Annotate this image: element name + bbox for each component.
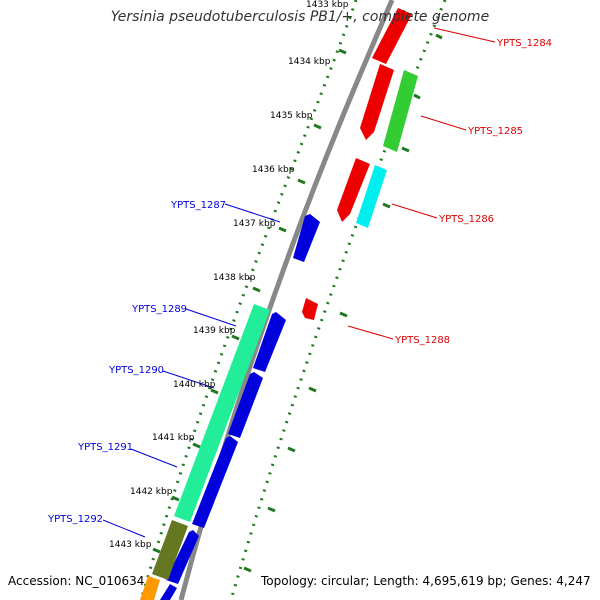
leader-ypts-1288 bbox=[347, 325, 394, 340]
inner-tick-ring bbox=[139, 0, 358, 600]
leader-ypts-1287 bbox=[224, 203, 281, 223]
kbp-label: 1436 kbp bbox=[252, 165, 295, 175]
outer-major-ticks bbox=[243, 33, 443, 573]
kbp-label: 1435 kbp bbox=[270, 111, 313, 121]
gene-labels-forward: YPTS_1284 YPTS_1285 YPTS_1286 YPTS_1288 bbox=[394, 38, 552, 346]
cog-ring-inner bbox=[140, 304, 270, 600]
gene-arrow-ypts-1286 bbox=[337, 158, 370, 222]
cog-block-green bbox=[383, 70, 418, 152]
cog-block-cyan bbox=[356, 165, 387, 228]
kbp-label: 1437 kbp bbox=[233, 219, 276, 229]
gene-label: YPTS_1289 bbox=[131, 304, 187, 315]
genome-backbone bbox=[178, 0, 395, 600]
gene-label: YPTS_1292 bbox=[47, 514, 103, 525]
leader-ypts-1285 bbox=[420, 115, 467, 131]
gene-label: YPTS_1291 bbox=[77, 442, 133, 453]
accession-text: Accession: NC_010634 bbox=[8, 574, 145, 588]
gene-arrow-ypts-1289 bbox=[253, 312, 286, 372]
kbp-label: 1434 kbp bbox=[288, 57, 331, 67]
cog-block-orange bbox=[140, 576, 160, 600]
gene-label: YPTS_1285 bbox=[467, 126, 523, 137]
gene-arrow-ypts-1292 bbox=[166, 530, 199, 584]
leader-ypts-1289 bbox=[185, 308, 237, 327]
gene-arrow-ypts-1285 bbox=[360, 64, 394, 140]
leader-ypts-1284 bbox=[433, 27, 496, 43]
kbp-label: 1442 kbp bbox=[130, 487, 173, 497]
cog-ring-outer bbox=[356, 70, 418, 228]
gene-arrow-ypts-1291 bbox=[192, 436, 238, 528]
kbp-label: 1439 kbp bbox=[193, 326, 236, 336]
kbp-label: 1440 kbp bbox=[173, 380, 216, 390]
cog-block-olive bbox=[152, 520, 188, 580]
forward-cds-track bbox=[302, 8, 412, 320]
genome-stats-text: Topology: circular; Length: 4,695,619 bp… bbox=[261, 574, 591, 588]
kbp-tick-labels: 1433 kbp 1434 kbp 1435 kbp 1436 kbp 1437… bbox=[109, 0, 349, 550]
leader-ypts-1291 bbox=[130, 448, 178, 468]
gene-label: YPTS_1287 bbox=[170, 200, 226, 211]
cog-block-teal bbox=[174, 304, 270, 522]
kbp-label: 1441 kbp bbox=[152, 433, 195, 443]
reverse-cds-track bbox=[160, 214, 320, 600]
gene-label: YPTS_1290 bbox=[108, 365, 164, 376]
gene-arrow-ypts-1287 bbox=[293, 214, 320, 262]
leader-ypts-1292 bbox=[102, 519, 146, 538]
leader-ypts-1286 bbox=[391, 203, 438, 219]
inner-major-ticks bbox=[152, 48, 347, 554]
kbp-label: 1433 kbp bbox=[306, 0, 349, 10]
gene-arrow-ypts-1284 bbox=[372, 8, 412, 64]
gene-arrow-ypts-1288 bbox=[302, 298, 318, 320]
gene-label: YPTS_1288 bbox=[394, 335, 450, 346]
gene-label: YPTS_1284 bbox=[496, 38, 552, 49]
kbp-label: 1438 kbp bbox=[213, 273, 256, 283]
leader-ypts-1290 bbox=[162, 370, 215, 389]
gene-labels-reverse: YPTS_1287 YPTS_1289 YPTS_1290 YPTS_1291 … bbox=[47, 200, 226, 525]
gene-arrow-ypts-1290 bbox=[228, 372, 263, 438]
gene-label: YPTS_1286 bbox=[438, 214, 494, 225]
kbp-label: 1443 kbp bbox=[109, 540, 152, 550]
label-leaders bbox=[102, 27, 496, 538]
map-title: Yersinia pseudotuberculosis PB1/+, compl… bbox=[110, 9, 490, 25]
gene-arrow-tail bbox=[160, 584, 177, 600]
